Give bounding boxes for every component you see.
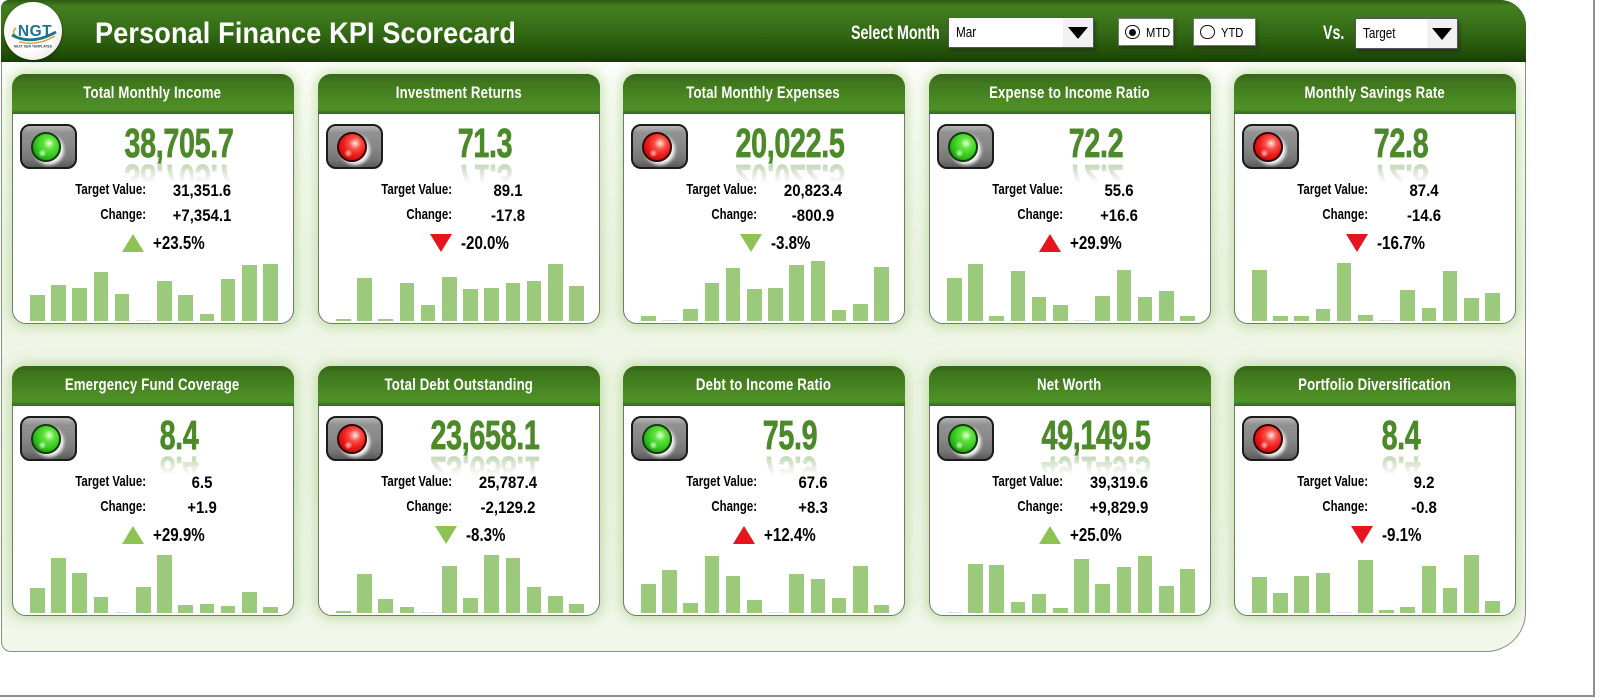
svg-text:NGT: NGT (18, 23, 52, 40)
svg-text:NEXT GEN TEMPLATES: NEXT GEN TEMPLATES (14, 45, 52, 49)
